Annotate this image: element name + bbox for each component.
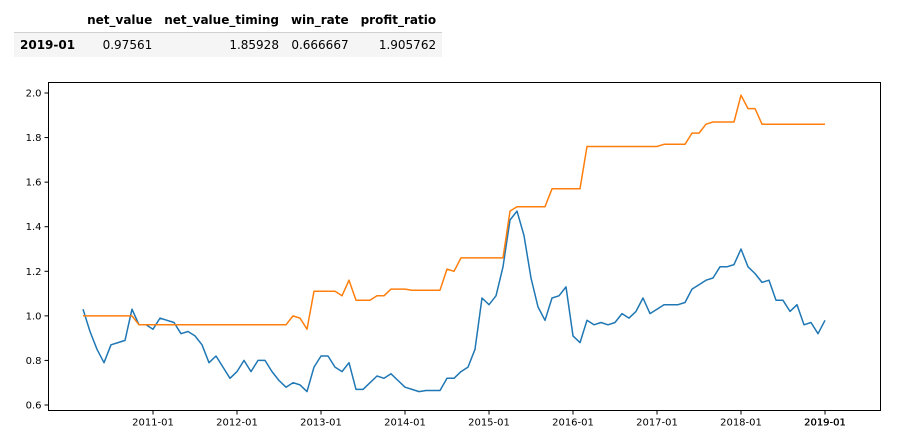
series-1-line: [83, 94, 825, 330]
series-layer: [82, 94, 826, 393]
index-header: [14, 8, 82, 33]
x-tick-label: 2019-01: [804, 418, 846, 429]
x-axis: 2011-01 2012-01 2013-01 2014-01 2015-01 2016-…: [132, 410, 846, 429]
column-header-net-value-timing: net_value_timing: [158, 8, 285, 33]
x-tick-label: 2019-01: [804, 418, 846, 429]
y-tick-label: 1.6: [26, 178, 42, 189]
y-tick-label: 1.0: [26, 311, 42, 322]
cell-profit-ratio: 1.905762: [378, 38, 437, 52]
x-tick-label: 2016-01: [552, 418, 594, 429]
x-tick-label: 2014-01: [384, 418, 426, 429]
cell-net-value: 0.97561: [102, 38, 153, 52]
cell-win-rate: 0.666667: [291, 38, 349, 52]
x-tick-label: 2019-01: [804, 418, 846, 429]
table-header-row: net_value net_value_timing win_rate prof…: [14, 8, 443, 33]
y-tick-label: 1.2: [26, 267, 42, 278]
y-tick-label: 2.0: [26, 89, 42, 100]
x-tick-label: 2013-01: [300, 418, 342, 429]
column-header-profit-ratio: profit_ratio: [354, 8, 443, 33]
y-tick-label: 0.6: [26, 401, 42, 412]
series-0-line: [82, 210, 826, 393]
x-tick-label: 2011-01: [132, 418, 174, 429]
y-axis: 0.6 0.8 1.0 1.2 1.4 1.6 1.8 2.0: [26, 89, 49, 412]
column-header-net-value: net_value: [81, 8, 159, 33]
x-tick-label: 2012-01: [216, 418, 258, 429]
column-header-win-rate: win_rate: [284, 8, 355, 33]
dataframe-table: net_value net_value_timing win_rate prof…: [14, 8, 443, 57]
y-tick-label: 1.4: [26, 222, 42, 233]
x-tick-label: 2017-01: [636, 418, 678, 429]
plot-frame: [48, 82, 881, 411]
y-tick-label: 1.8: [26, 133, 42, 144]
y-tick-label: 0.8: [26, 356, 42, 367]
table-row: 2019-01 0.97561 1.85928 0.666667 1.90576…: [14, 32, 443, 57]
x-tick-label: 2015-01: [468, 418, 510, 429]
x-tick-label: 2018-01: [720, 418, 762, 429]
row-index: 2019-01: [20, 38, 76, 52]
cell-net-value-timing: 1.85928: [229, 38, 279, 52]
